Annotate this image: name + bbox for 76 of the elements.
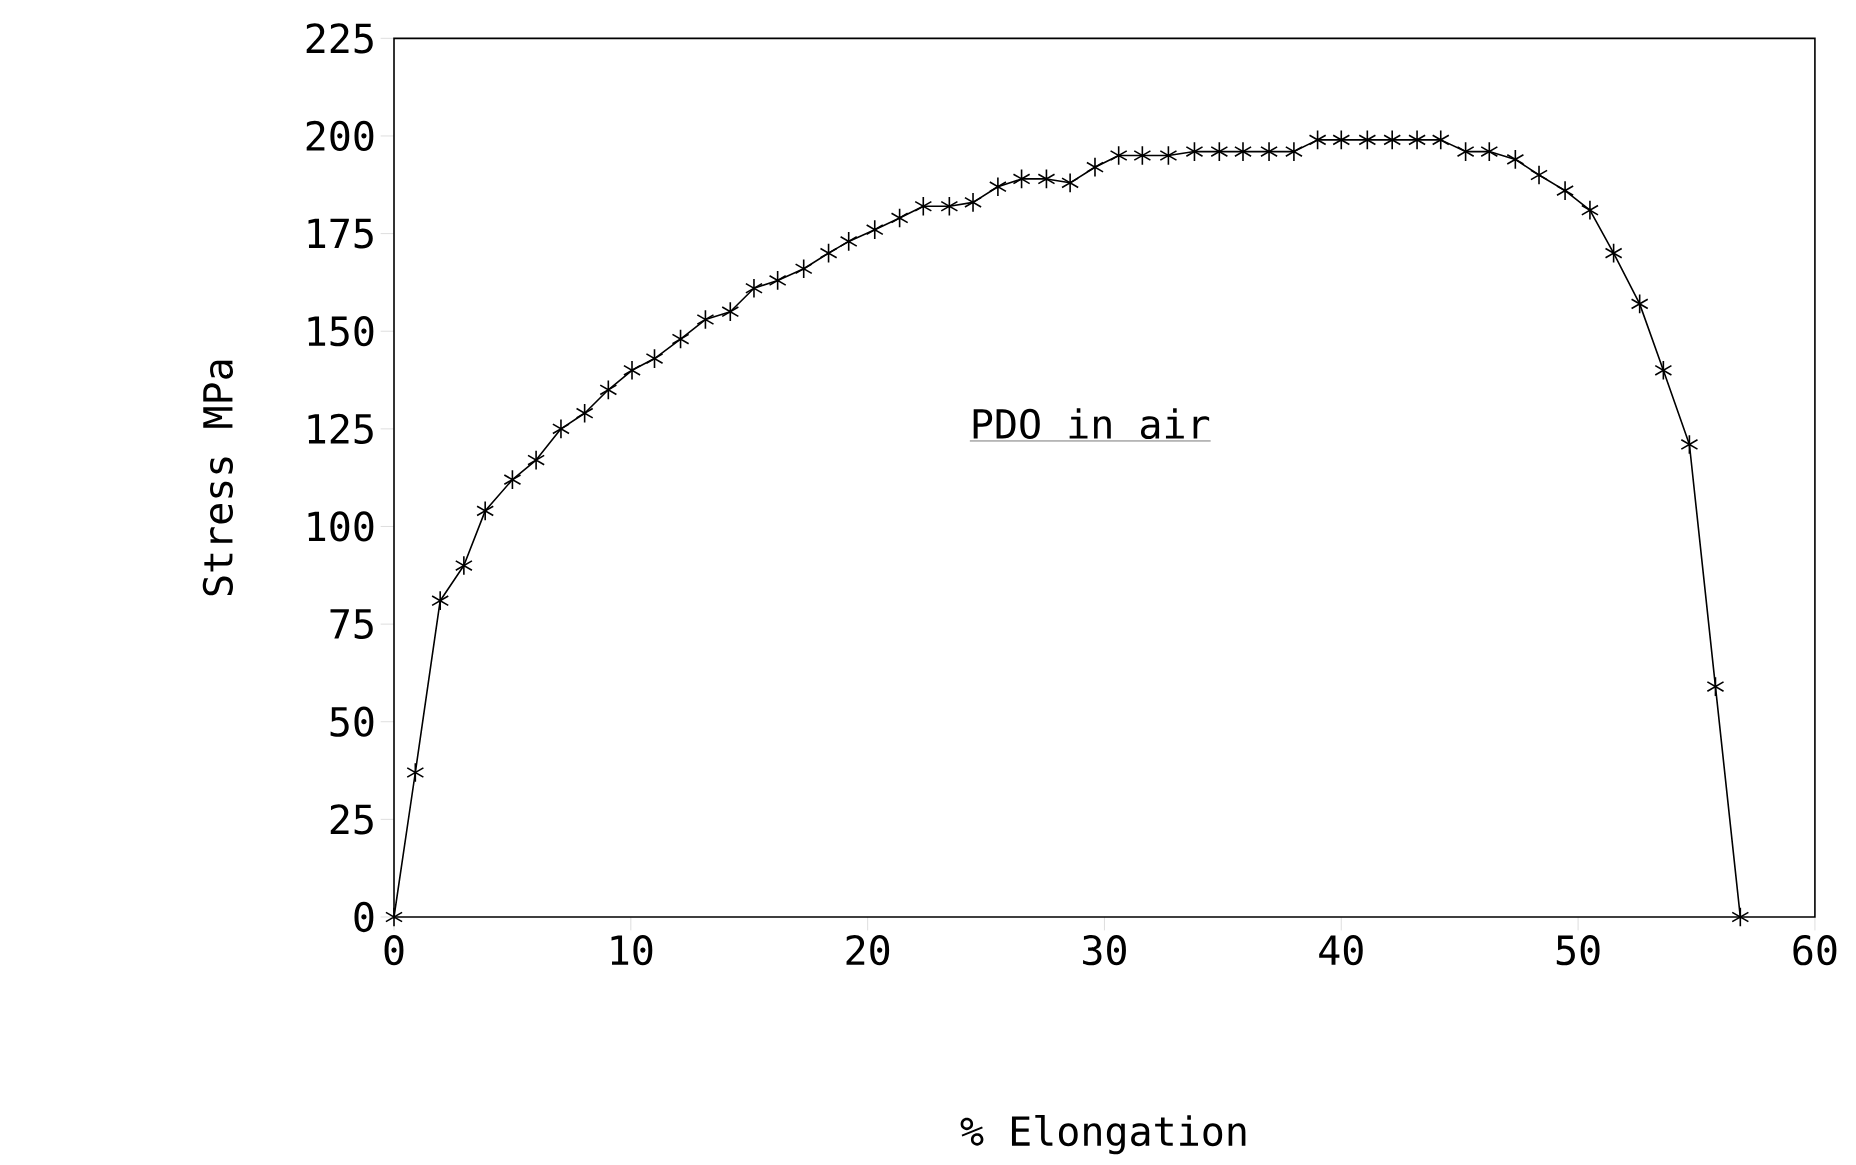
point [1109, 145, 1128, 166]
y-tick-label: 150 [308, 316, 374, 347]
point [819, 242, 838, 264]
point [1159, 145, 1178, 166]
point [1037, 168, 1056, 190]
point [503, 469, 522, 490]
point [1332, 129, 1351, 150]
point [385, 906, 403, 928]
x-tick-label: 60 [1793, 935, 1837, 966]
point [1731, 906, 1750, 928]
point [1530, 164, 1548, 186]
point [406, 762, 425, 783]
y-tick-label: 200 [306, 120, 374, 152]
point [768, 270, 787, 291]
x-tick-label: 20 [846, 935, 890, 966]
point [1604, 242, 1623, 264]
point [1581, 200, 1599, 221]
point [1480, 141, 1499, 162]
point [1308, 129, 1327, 150]
point [1086, 157, 1104, 178]
point [839, 231, 858, 252]
point [431, 590, 450, 611]
point [1654, 360, 1673, 381]
point [696, 309, 715, 330]
annotation: PDO in air [973, 408, 1210, 440]
point [1556, 180, 1574, 201]
point [1185, 141, 1204, 162]
point [1706, 676, 1725, 697]
point [575, 403, 594, 424]
point [527, 449, 545, 471]
point [1133, 145, 1152, 166]
point [1680, 434, 1699, 455]
point [645, 348, 664, 369]
point [964, 192, 982, 213]
point [1358, 129, 1377, 150]
x-tick-label: 50 [1556, 935, 1600, 966]
point [1061, 172, 1079, 193]
x-tick-label: 40 [1319, 935, 1363, 966]
y-tick-label: 175 [308, 218, 373, 249]
point [914, 196, 933, 217]
point [940, 196, 959, 217]
point [1234, 141, 1252, 162]
x-tick-label: 10 [611, 935, 653, 966]
point [1012, 168, 1031, 190]
y-tick-label: 125 [308, 413, 373, 444]
y-tick-label: 0 [354, 901, 374, 933]
point [1383, 129, 1402, 150]
point [1630, 293, 1649, 315]
point [1431, 129, 1450, 150]
point [1456, 141, 1475, 162]
point [671, 328, 690, 350]
point [623, 360, 641, 381]
point [989, 176, 1007, 197]
x-tick-label: 0 [384, 935, 404, 966]
x-tick-label: 30 [1083, 935, 1126, 966]
y-tick-label: 50 [330, 706, 374, 737]
point [745, 278, 763, 299]
point [794, 258, 813, 279]
point [1210, 141, 1229, 162]
point [1285, 141, 1303, 162]
y-axis-title: Stress MPa [202, 360, 233, 596]
point [1506, 149, 1525, 170]
point [865, 219, 884, 240]
y-tick-label: 100 [308, 511, 374, 542]
point [721, 301, 740, 322]
y-tick-label: 25 [330, 804, 373, 835]
point [599, 379, 618, 400]
y-tick-label: 75 [330, 609, 373, 639]
y-tick-label: 225 [306, 23, 373, 54]
point [890, 207, 909, 229]
point [1260, 141, 1278, 162]
x-axis-title: % Elongation [960, 1115, 1246, 1155]
point [552, 418, 570, 439]
point [476, 500, 495, 521]
point [454, 555, 473, 576]
point [1408, 129, 1426, 150]
